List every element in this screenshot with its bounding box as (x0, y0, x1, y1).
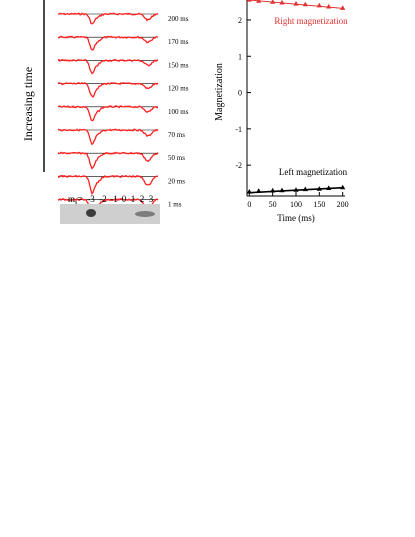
data-point (302, 186, 308, 192)
trace-time-label: 120 ms (168, 85, 189, 93)
data-point (293, 1, 299, 6)
trace-time-label: 70 ms (168, 131, 185, 139)
y-axis-label: Magnetization (214, 63, 225, 121)
data-point (270, 187, 276, 193)
data-point (340, 5, 346, 10)
data-point (316, 186, 322, 191)
x-tick-label: 50 (269, 200, 277, 209)
data-point (279, 187, 285, 193)
spectrum-trace (57, 35, 159, 51)
x-tick-label: 100 (290, 200, 302, 209)
x-tick-label: 0 (247, 200, 251, 209)
spectrum-trace (57, 174, 159, 196)
data-point (256, 0, 262, 3)
data-point (326, 185, 332, 190)
magnetization-chart: -2 -1 0 1 2 0 50 100 150 200 Magnetization Time … (214, 0, 349, 223)
data-point (326, 3, 332, 9)
right-magnetization-label: Right magnetization (274, 16, 348, 26)
data-point (302, 1, 308, 7)
ms-value: -3 (87, 194, 95, 204)
data-point (246, 0, 252, 2)
data-point (270, 0, 276, 4)
x-tick-label: 200 (337, 200, 349, 209)
ms-values: -3 -2 -1 0 1 2 3 (87, 194, 154, 204)
left-magnetization-label: Left magnetization (279, 167, 348, 177)
trace-time-label: 170 ms (168, 38, 189, 46)
data-point (340, 184, 346, 190)
data-point (256, 188, 262, 193)
y-ticks: -2 -1 0 1 2 (235, 16, 251, 170)
y-tick-label: -2 (235, 161, 242, 170)
spectrum-trace (57, 128, 159, 146)
ms-value: 3 (149, 194, 154, 204)
y-tick-label: -1 (235, 125, 242, 134)
spectrum-trace (57, 12, 159, 25)
x-axis-label: Time (ms) (277, 213, 314, 223)
data-point (246, 189, 252, 194)
y-tick-label: 0 (238, 89, 242, 98)
ms-label: ms= (68, 194, 82, 206)
spectrum-trace (57, 58, 159, 75)
trace-time-label: 200 ms (168, 15, 189, 23)
absorption-image-left-spot (86, 209, 96, 217)
series-layer (246, 0, 346, 194)
trace-time-label: 150 ms (168, 61, 189, 69)
spectrum-trace (57, 105, 159, 122)
data-point (293, 187, 299, 192)
trace-time-label: 100 ms (168, 108, 189, 116)
x-tick-label: 150 (313, 200, 325, 209)
data-point (279, 0, 285, 5)
trace-time-label: 1 ms (168, 201, 182, 209)
x-ticks: 0 50 100 150 200 (247, 192, 349, 209)
ms-value: -2 (99, 194, 107, 204)
trace-time-label: 20 ms (168, 177, 185, 185)
ms-value: 1 (131, 194, 136, 204)
y-tick-label: 2 (238, 16, 242, 25)
trace-time-label: 50 ms (168, 154, 185, 162)
absorption-image-right-spot (135, 211, 155, 217)
ms-value: 0 (122, 194, 127, 204)
spectrum-trace (57, 197, 159, 220)
ms-value: -1 (110, 194, 118, 204)
y-tick-label: 1 (238, 52, 242, 61)
increasing-time-label: Increasing time (21, 67, 35, 141)
absorption-image (60, 204, 160, 224)
ms-value: 2 (140, 194, 145, 204)
spectrum-trace (57, 81, 159, 98)
data-point (316, 2, 322, 8)
spectrum-trace (57, 151, 159, 170)
